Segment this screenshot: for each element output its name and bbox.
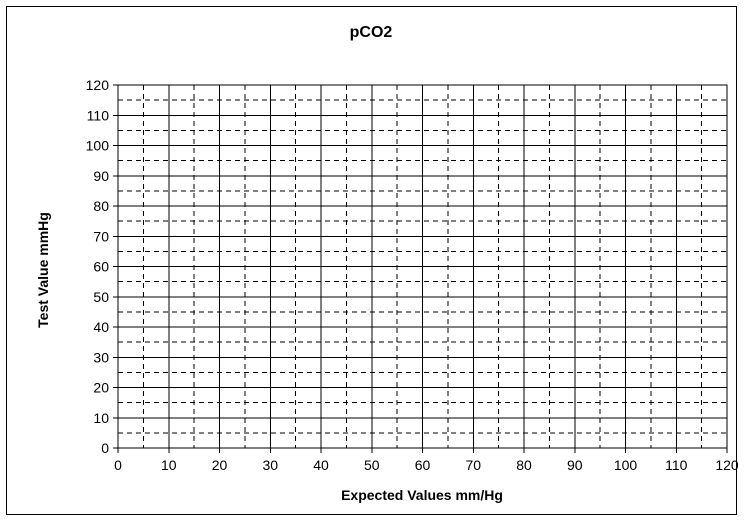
x-tick-label: 70 <box>465 457 481 473</box>
y-tick-label: 40 <box>93 319 109 335</box>
x-tick-label: 50 <box>364 457 380 473</box>
y-axis-label: Test Value mmHg <box>35 212 51 328</box>
x-axis-label: Expected Values mm/Hg <box>341 487 503 503</box>
y-axis: 0 10 20 30 40 50 60 70 80 90 100 110 120 <box>86 77 118 456</box>
x-axis: 0 10 20 30 40 50 60 70 80 90 100 110 120 <box>114 448 739 473</box>
y-tick-label: 20 <box>93 380 109 396</box>
x-tick-label: 80 <box>516 457 532 473</box>
x-tick-label: 90 <box>567 457 583 473</box>
x-tick-label: 100 <box>614 457 638 473</box>
y-tick-label: 90 <box>93 168 109 184</box>
y-tick-label: 120 <box>86 77 110 93</box>
x-tick-label: 20 <box>212 457 228 473</box>
x-tick-label: 120 <box>715 457 739 473</box>
x-tick-label: 30 <box>262 457 278 473</box>
y-tick-label: 70 <box>93 228 109 244</box>
y-tick-label: 50 <box>93 289 109 305</box>
x-tick-label: 0 <box>114 457 122 473</box>
x-tick-label: 40 <box>313 457 329 473</box>
x-tick-label: 10 <box>161 457 177 473</box>
y-tick-label: 80 <box>93 198 109 214</box>
y-tick-label: 30 <box>93 349 109 365</box>
y-tick-label: 10 <box>93 410 109 426</box>
x-tick-label: 60 <box>415 457 431 473</box>
y-tick-label: 110 <box>87 107 110 123</box>
y-tick-label: 60 <box>93 259 109 275</box>
chart-title: pCO2 <box>350 24 393 41</box>
x-tick-label: 110 <box>665 457 688 473</box>
major-gridlines <box>118 85 727 448</box>
y-tick-label: 100 <box>86 138 110 154</box>
y-tick-label: 0 <box>101 440 109 456</box>
